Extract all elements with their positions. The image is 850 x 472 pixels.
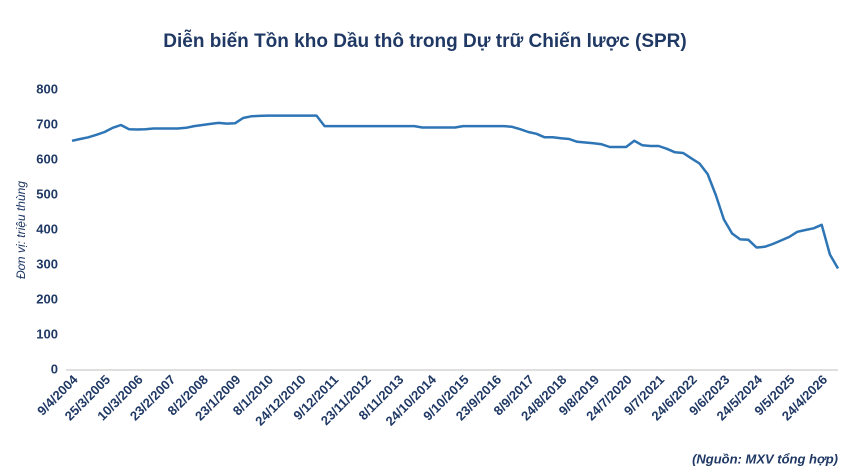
y-axis-label: Đơn vị: triệu thùng [14,181,28,279]
chart-title: Diễn biến Tồn kho Dầu thô trong Dự trữ C… [163,30,686,52]
y-tick-label: 500 [36,186,58,201]
source-note: (Nguồn: MXV tổng hợp) [692,451,838,466]
y-tick-label: 0 [51,361,58,376]
data-line [71,114,840,270]
y-tick-label: 600 [36,151,58,166]
y-tick-label: 200 [36,291,58,306]
y-tick-label: 700 [36,116,58,131]
y-tick-label: 400 [36,221,58,236]
y-tick-label: 300 [36,256,58,271]
y-tick-label: 100 [36,326,58,341]
y-tick-label: 800 [36,81,58,96]
